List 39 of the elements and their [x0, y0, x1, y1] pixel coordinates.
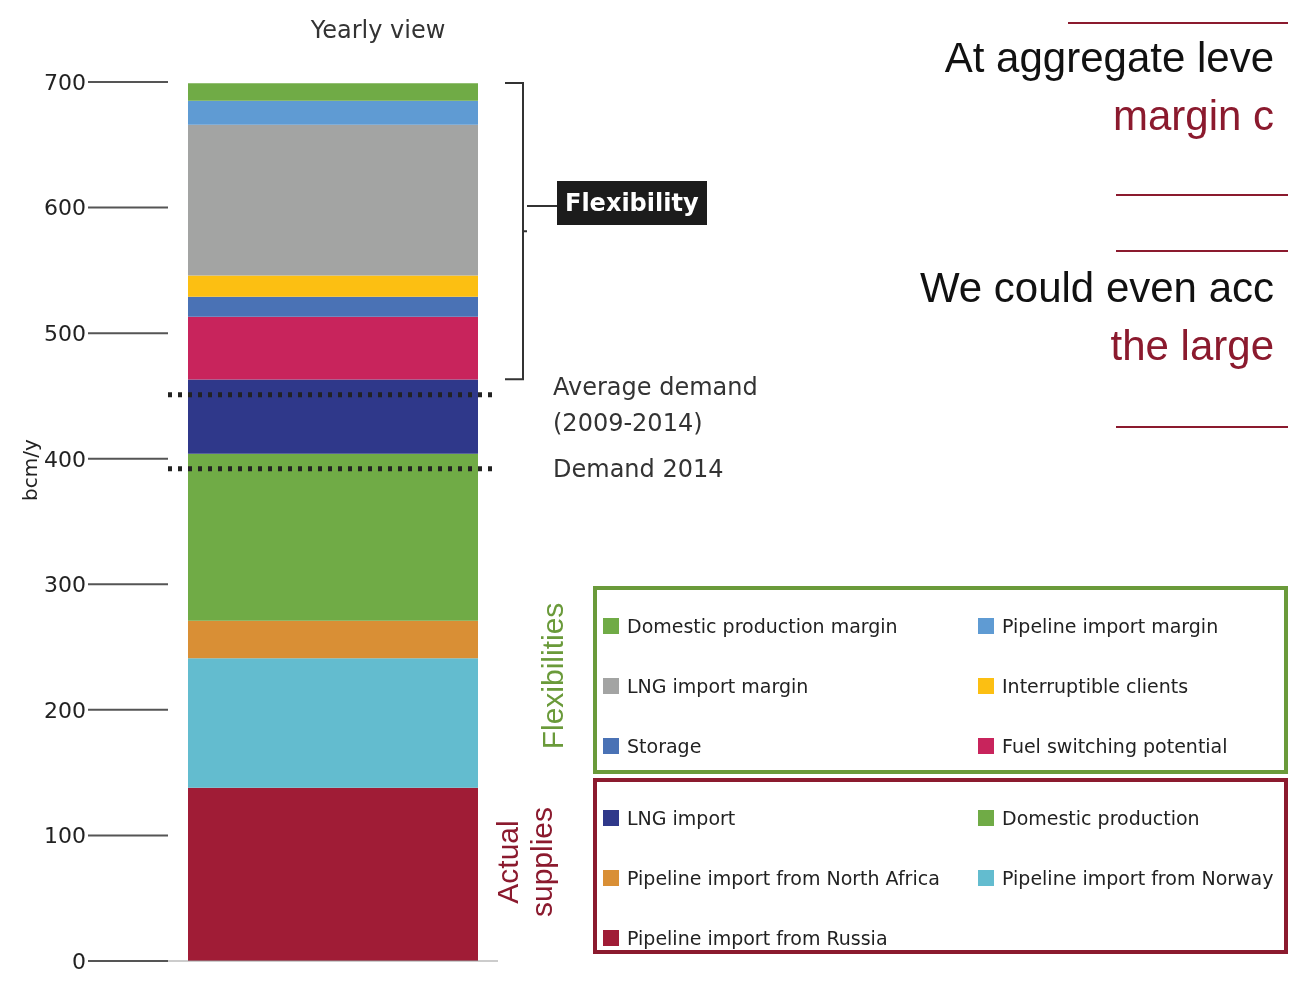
chart-title: Yearly view: [309, 16, 447, 44]
ref-line-label: Demand 2014: [553, 454, 724, 483]
y-tick-label: 700: [44, 69, 86, 95]
bar: [188, 316, 478, 380]
legend-label: Fuel switching potential: [1002, 735, 1228, 757]
bar: [188, 296, 478, 317]
legend-label: Domestic production: [1002, 807, 1200, 829]
bar: [188, 787, 478, 961]
legend-label: Storage: [627, 735, 702, 757]
y-tick-label: 0: [72, 948, 86, 974]
y-tick-label: 300: [44, 572, 86, 598]
legend-label: Interruptible clients: [1002, 675, 1189, 697]
legend-label: Pipeline import from Norway: [1002, 867, 1274, 889]
bar: [188, 620, 478, 659]
y-tick-label: 200: [44, 697, 86, 723]
ref-line-label: Average demand (2009-2014): [553, 372, 758, 437]
text: the large: [1110, 322, 1274, 370]
text: We could even acc: [919, 264, 1274, 312]
y-axis-title: bcm/y: [18, 439, 42, 501]
bar: [188, 275, 478, 297]
text: At aggregate leve: [944, 34, 1274, 82]
text: Actual supplies: [491, 805, 559, 920]
legend-label: LNG import: [627, 807, 736, 829]
legend-label: LNG import margin: [627, 675, 809, 697]
y-tick-label: 400: [44, 446, 86, 472]
legend-label: Domestic production margin: [627, 615, 898, 637]
bar: [188, 83, 478, 101]
bar: [188, 658, 478, 788]
text: margin c: [1112, 92, 1274, 140]
text: Flexibilities: [536, 602, 570, 750]
bar: [188, 124, 478, 276]
text: Flexibility: [557, 181, 707, 226]
y-tick-label: 600: [44, 195, 86, 221]
legend-label: Pipeline import margin: [1002, 615, 1219, 637]
bar: [188, 100, 478, 125]
y-tick-label: 100: [44, 823, 86, 849]
legend-label: Pipeline import from North Africa: [627, 867, 940, 889]
legend-label: Pipeline import from Russia: [627, 927, 888, 949]
y-tick-label: 500: [44, 320, 86, 346]
